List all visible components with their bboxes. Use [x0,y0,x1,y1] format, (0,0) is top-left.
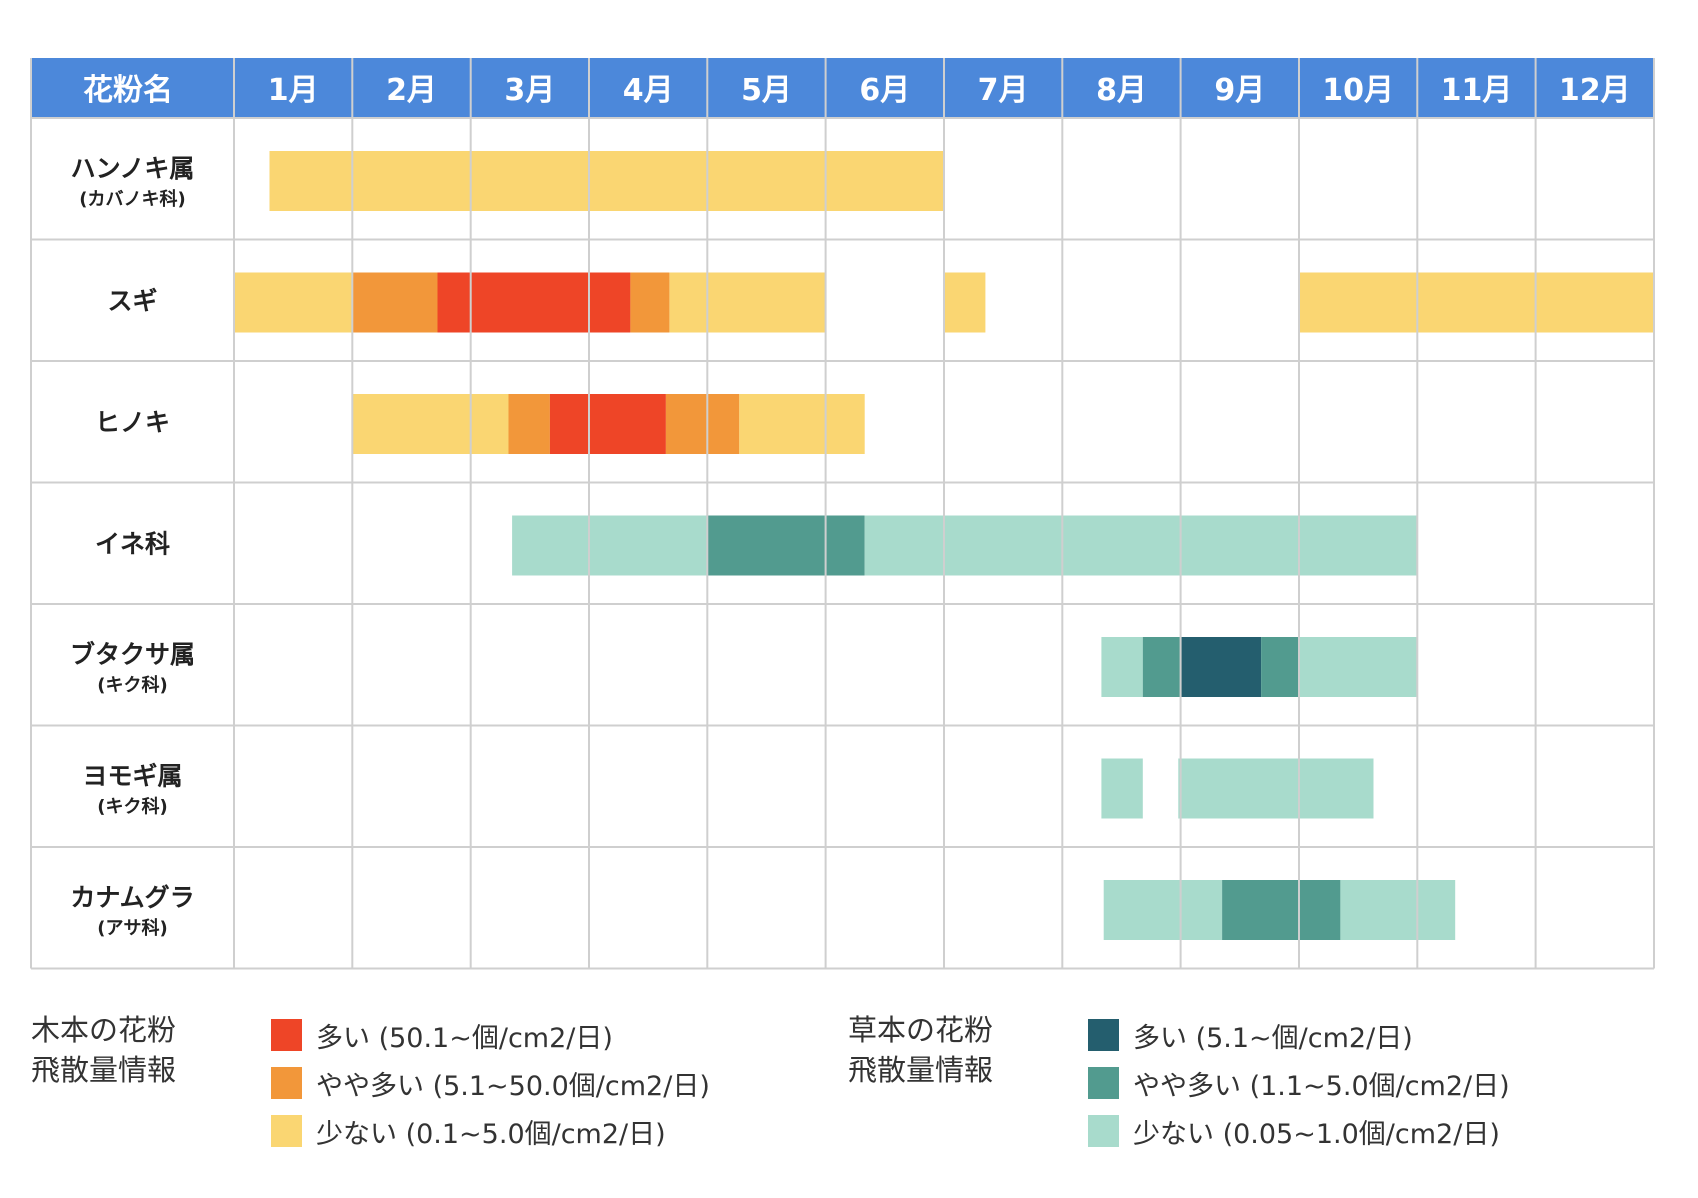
legend-tree-title-line-2: 飛散量情報 [31,1053,177,1087]
row-family-label: (キク科) [97,795,167,817]
legend-swatch-grass-high [1088,1019,1119,1051]
bar-segment-grass-low [1103,880,1222,940]
header-month-label: 9月 [1214,73,1265,108]
bar-segment-grass-mid [1142,637,1181,697]
header-month-label: 11月 [1441,73,1513,108]
bar-segment-grass-mid [707,515,865,576]
bar-segment-tree-low [1299,272,1654,333]
header-bar [31,58,1654,118]
header-name-column: 花粉名 [83,73,173,108]
bar-segment-grass-low [864,515,1418,576]
grid-lines [30,58,1655,970]
header-month-label: 3月 [504,73,555,108]
row-family-label: (カバノキ科) [79,188,185,210]
bar-segment-tree-mid [508,394,550,454]
header-month-label: 8月 [1096,73,1147,108]
bar-layer [234,151,1654,940]
legend-grass-title-line-2: 飛散量情報 [848,1053,994,1087]
bar-segment-tree-low [944,272,986,333]
legend-swatch-tree-low [271,1115,302,1147]
bar-segment-tree-low [352,394,509,454]
header-month-label: 4月 [623,73,674,108]
row-name-label: ブタクサ属 [70,640,195,669]
legend-tree: 木本の花粉 飛散量情報 多い (50.1~個/cm2/日) やや多い (5.1~… [31,1010,811,1170]
header-month-label: 10月 [1322,73,1394,108]
row-family-label: (アサ科) [97,917,167,939]
legend-tree-item-low: 少ない (0.1~5.0個/cm2/日) [271,1114,666,1150]
bar-segment-grass-low [512,515,708,576]
bar-segment-grass-low [1340,880,1456,940]
legend-grass-title: 草本の花粉 飛散量情報 [848,1010,1028,1090]
legend-grass: 草本の花粉 飛散量情報 多い (5.1~個/cm2/日) やや多い (1.1~5… [848,1010,1648,1170]
legend-tree-title-line-1: 木本の花粉 [31,1013,177,1047]
bar-segment-grass-low [1299,637,1418,697]
bar-segment-tree-low [739,394,865,454]
legend-label: やや多い (1.1~5.0個/cm2/日) [1133,1070,1510,1102]
bar-segment-grass-low [1101,637,1143,697]
legend-grass-title-line-1: 草本の花粉 [848,1013,994,1047]
bar-segment-grass-low [1178,758,1374,819]
bar-segment-grass-low [1101,758,1143,819]
legend-grass-item-mid: やや多い (1.1~5.0個/cm2/日) [1088,1066,1510,1102]
row-name-label: スギ [107,286,157,315]
header-month-label: 5月 [741,73,792,108]
legend-swatch-grass-mid [1088,1067,1119,1099]
bar-segment-grass-mid [1261,637,1299,697]
row-name-label: イネ科 [95,529,170,558]
legend-label: やや多い (5.1~50.0個/cm2/日) [316,1070,710,1102]
row-name-label: ヨモギ属 [82,761,182,790]
row-name-label: ハンノキ属 [71,154,195,183]
bar-segment-tree-mid [630,272,670,333]
bar-segment-tree-low [269,151,944,211]
header-month-label: 6月 [859,73,910,108]
legend-swatch-tree-mid [271,1067,302,1099]
pollen-calendar-chart: 花粉名 1月 2月 3月 4月 5月 6月 7月 8月 9月 10月 11月 12月 ハンノキ属 (カバ… [30,58,1655,970]
legend-tree-item-mid: やや多い (5.1~50.0個/cm2/日) [271,1066,710,1102]
header-labels: 花粉名 1月 2月 3月 4月 5月 6月 7月 8月 9月 10月 11月 12月 [83,73,1631,108]
bar-segment-tree-high [437,272,631,333]
legend-label: 少ない (0.05~1.0個/cm2/日) [1133,1118,1500,1150]
bar-segment-grass-mid [1222,880,1341,940]
row-name-label: カナムグラ [70,883,194,912]
bar-segment-tree-low [669,272,826,333]
bar-segment-tree-mid [352,272,438,333]
header-month-label: 12月 [1559,73,1631,108]
legend-swatch-grass-low [1088,1115,1119,1147]
bar-segment-tree-low [234,272,353,333]
bar-segment-grass-high [1180,637,1262,697]
bar-segment-tree-mid [665,394,740,454]
legend-swatch-tree-high [271,1019,302,1051]
legend-label: 多い (50.1~個/cm2/日) [316,1022,613,1054]
row-family-label: (キク科) [97,674,167,696]
legend-grass-item-low: 少ない (0.05~1.0個/cm2/日) [1088,1114,1500,1150]
legend-tree-title: 木本の花粉 飛散量情報 [31,1010,211,1090]
row-name-label: ヒノキ [95,408,170,437]
bar-segment-tree-high [549,394,666,454]
legend-label: 少ない (0.1~5.0個/cm2/日) [316,1118,666,1150]
legend-label: 多い (5.1~個/cm2/日) [1133,1022,1413,1054]
header-month-label: 1月 [268,73,319,108]
legend-grass-item-high: 多い (5.1~個/cm2/日) [1088,1018,1413,1054]
header-month-label: 2月 [386,73,437,108]
legend-tree-item-high: 多い (50.1~個/cm2/日) [271,1018,613,1054]
header-month-label: 7月 [978,73,1029,108]
